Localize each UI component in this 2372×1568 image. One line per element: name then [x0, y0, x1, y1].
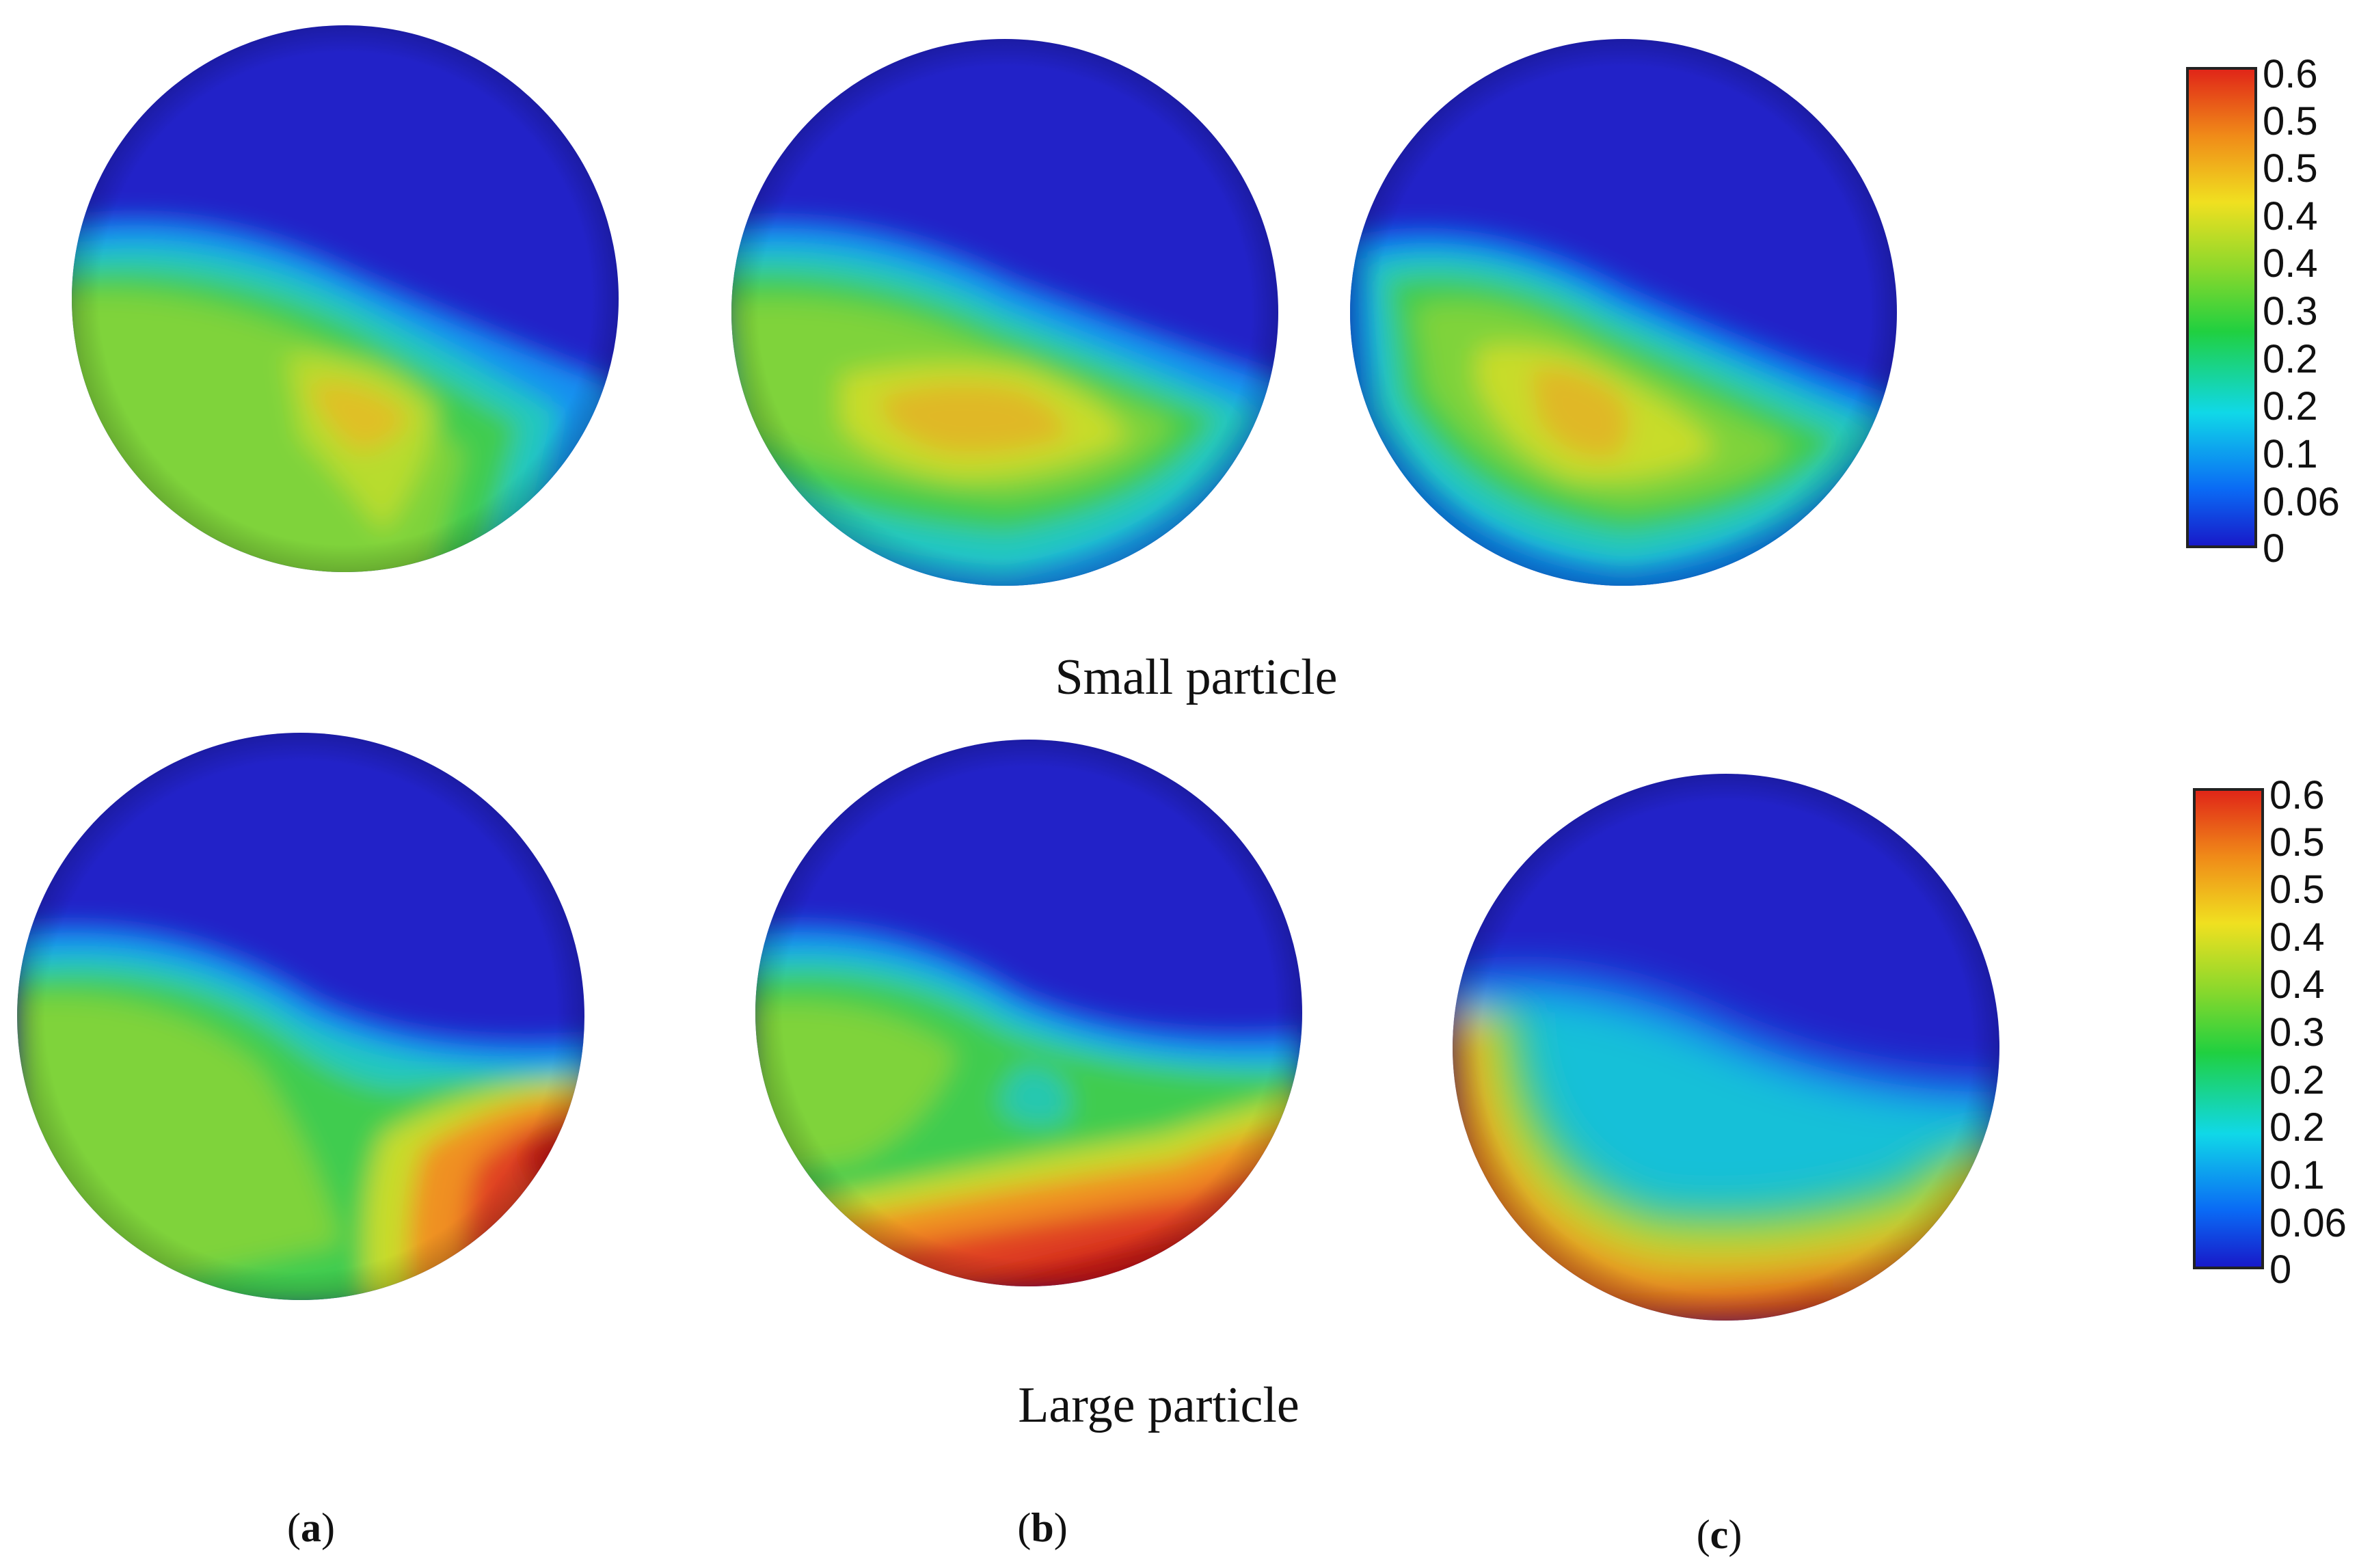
contour-bottom-a: [17, 733, 584, 1300]
tick-label: 0.5: [2269, 820, 2325, 865]
contour-top-c: [1350, 39, 1897, 586]
column-letter-a: a: [301, 1505, 321, 1550]
column-letter-c: c: [1710, 1512, 1729, 1557]
colorbar-top-ticks: 0.6 0.5 0.5 0.4 0.4 0.3 0.2 0.2 0.1 0.06…: [2263, 52, 2340, 571]
colorbar-top: [2186, 67, 2257, 548]
tick-label: 0.4: [2269, 915, 2325, 960]
tick-label: 0.2: [2269, 1105, 2325, 1150]
contour-bottom-c: [1453, 774, 1999, 1321]
tick-label: 0.5: [2263, 99, 2318, 144]
tick-label: 0.1: [2269, 1153, 2325, 1198]
tick-label: 0.3: [2269, 1010, 2325, 1055]
tick-label: 0.6: [2269, 773, 2325, 817]
colorbar-bottom-ticks: 0.6 0.5 0.5 0.4 0.4 0.3 0.2 0.2 0.1 0.06…: [2269, 773, 2347, 1292]
contour-bottom-b: [755, 740, 1302, 1286]
tick-label: 0.1: [2263, 432, 2318, 476]
contour-top-a: [72, 25, 619, 572]
tick-label: 0: [2269, 1247, 2291, 1292]
tick-label: 0.3: [2263, 289, 2318, 334]
colorbar-bottom: [2193, 788, 2264, 1269]
tick-label: 0.5: [2263, 146, 2318, 191]
column-letter-b: b: [1031, 1505, 1053, 1550]
column-label-c: (c): [1697, 1512, 1742, 1557]
tick-label: 0.5: [2269, 867, 2325, 912]
tick-label: 0.6: [2263, 52, 2318, 96]
tick-label: 0.2: [2263, 337, 2318, 381]
column-label-a: (a): [287, 1505, 335, 1550]
tick-label: 0.06: [2269, 1201, 2347, 1245]
tick-label: 0.2: [2263, 384, 2318, 429]
contour-top-b: [731, 39, 1278, 586]
tick-label: 0.4: [2263, 241, 2318, 286]
tick-label: 0.4: [2263, 194, 2318, 239]
row-label-small-particle: Small particle: [1055, 649, 1337, 705]
tick-label: 0.06: [2263, 480, 2340, 524]
tick-label: 0: [2263, 526, 2285, 571]
column-label-b: (b): [1017, 1505, 1067, 1550]
tick-label: 0.2: [2269, 1058, 2325, 1103]
row-label-large-particle: Large particle: [1018, 1377, 1299, 1433]
tick-label: 0.4: [2269, 962, 2325, 1007]
